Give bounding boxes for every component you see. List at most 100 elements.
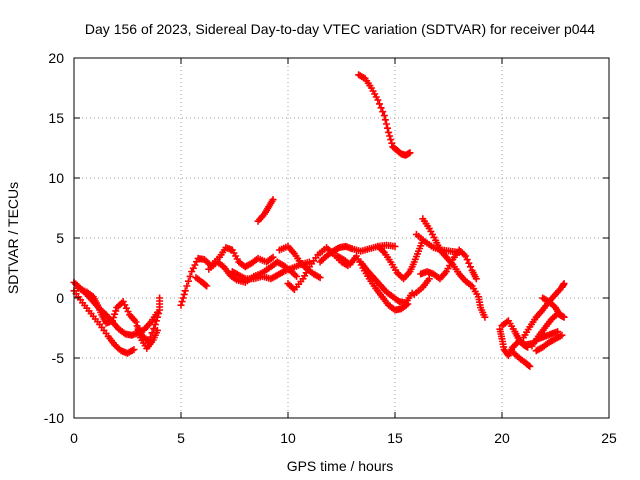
- series-trace-03: [74, 284, 161, 352]
- data-point-marker: [186, 272, 194, 280]
- data-point-marker: [130, 346, 138, 354]
- series-trace-08: [228, 258, 313, 283]
- y-tick-label: -10: [44, 410, 64, 426]
- data-point-marker: [153, 313, 161, 321]
- data-point-marker: [386, 132, 394, 140]
- data-point-marker: [385, 128, 393, 136]
- series-trace-15: [374, 236, 427, 283]
- data-point-marker: [462, 252, 470, 260]
- y-tick-label: 5: [56, 230, 64, 246]
- data-point-marker: [380, 112, 388, 120]
- series-trace-20: [410, 275, 433, 298]
- data-point-marker: [112, 307, 120, 315]
- data-point-marker: [147, 333, 155, 341]
- data-point-marker: [377, 104, 385, 112]
- data-point-marker: [202, 281, 210, 289]
- data-point-marker: [153, 326, 161, 334]
- plot-frame: [73, 57, 610, 419]
- grid-lines: [74, 58, 609, 418]
- series-trace-25: [528, 294, 568, 350]
- series-trace-19: [412, 230, 463, 256]
- data-point-marker: [183, 282, 191, 290]
- data-point-marker: [406, 149, 414, 157]
- data-point-marker: [155, 310, 163, 318]
- series-trace-26: [532, 331, 566, 355]
- data-point-marker: [425, 275, 433, 283]
- data-point-marker: [151, 320, 159, 328]
- data-point-marker: [184, 277, 192, 285]
- data-point-marker: [463, 256, 471, 264]
- data-point-marker: [481, 313, 489, 321]
- series-trace-17: [419, 215, 489, 321]
- data-point-marker: [387, 136, 395, 144]
- y-tick-label: 20: [48, 50, 64, 66]
- data-point-marker: [558, 331, 566, 339]
- data-point-marker: [122, 304, 130, 312]
- data-point-marker: [148, 329, 156, 337]
- series-trace-07: [192, 274, 211, 290]
- series-trace-05: [177, 244, 277, 309]
- data-point-marker: [379, 108, 387, 116]
- x-tick-label: 10: [280, 430, 296, 446]
- data-point-marker: [554, 328, 562, 336]
- x-tick-label: 0: [70, 430, 78, 446]
- data-point-marker: [191, 261, 199, 269]
- data-point-marker: [189, 264, 197, 272]
- data-point-marker: [203, 282, 211, 290]
- y-tick-label: -5: [52, 350, 65, 366]
- data-point-marker: [526, 362, 534, 370]
- data-points: [70, 71, 568, 370]
- axis-ticks: 0 5 10 15 20 25 -10 -5 0 5 10 15 20: [44, 50, 617, 446]
- chart-title: Day 156 of 2023, Sidereal Day-to-day VTE…: [85, 21, 595, 37]
- x-tick-label: 5: [177, 430, 185, 446]
- data-point-marker: [180, 290, 188, 298]
- data-point-marker: [109, 317, 117, 325]
- series-trace-14: [357, 258, 416, 307]
- data-point-marker: [178, 298, 186, 306]
- y-tick-label: 15: [48, 110, 64, 126]
- data-point-marker: [145, 337, 153, 345]
- series-trace-04: [134, 294, 164, 345]
- data-point-marker: [560, 280, 568, 288]
- y-tick-label: 0: [56, 290, 64, 306]
- data-point-marker: [465, 259, 473, 267]
- data-point-marker: [455, 248, 463, 256]
- data-point-marker: [384, 124, 392, 132]
- data-point-marker: [156, 294, 164, 302]
- data-point-marker: [188, 268, 196, 276]
- data-point-marker: [466, 263, 474, 271]
- data-point-marker: [293, 272, 301, 280]
- data-point-marker: [179, 294, 187, 302]
- data-point-marker: [391, 242, 399, 250]
- series-trace-09: [275, 242, 324, 282]
- series-trace-02: [70, 287, 138, 357]
- data-point-marker: [375, 100, 383, 108]
- data-point-marker: [152, 317, 160, 325]
- series-trace-22: [498, 317, 532, 351]
- series-trace-16: [355, 71, 414, 159]
- data-point-marker: [539, 294, 547, 302]
- data-point-marker: [472, 275, 480, 283]
- data-point-marker: [388, 139, 396, 147]
- data-point-marker: [177, 301, 185, 309]
- data-point-marker: [132, 318, 140, 326]
- data-point-marker: [150, 325, 158, 333]
- x-tick-label: 20: [494, 430, 510, 446]
- data-point-marker: [382, 120, 390, 128]
- data-point-marker: [316, 274, 324, 282]
- x-tick-label: 25: [601, 430, 617, 446]
- x-tick-label: 15: [387, 430, 403, 446]
- data-point-marker: [524, 343, 532, 351]
- y-axis-label: SDTVAR / TECUs: [5, 182, 21, 294]
- data-point-marker: [181, 287, 189, 295]
- y-tick-label: 10: [48, 170, 64, 186]
- data-point-marker: [269, 253, 277, 261]
- data-point-marker: [525, 362, 533, 369]
- data-point-marker: [269, 196, 277, 204]
- x-axis-label: GPS time / hours: [287, 458, 394, 474]
- data-point-marker: [381, 116, 389, 124]
- series-trace-10: [254, 196, 277, 225]
- series-trace-23: [509, 348, 534, 370]
- data-point-marker: [110, 314, 118, 321]
